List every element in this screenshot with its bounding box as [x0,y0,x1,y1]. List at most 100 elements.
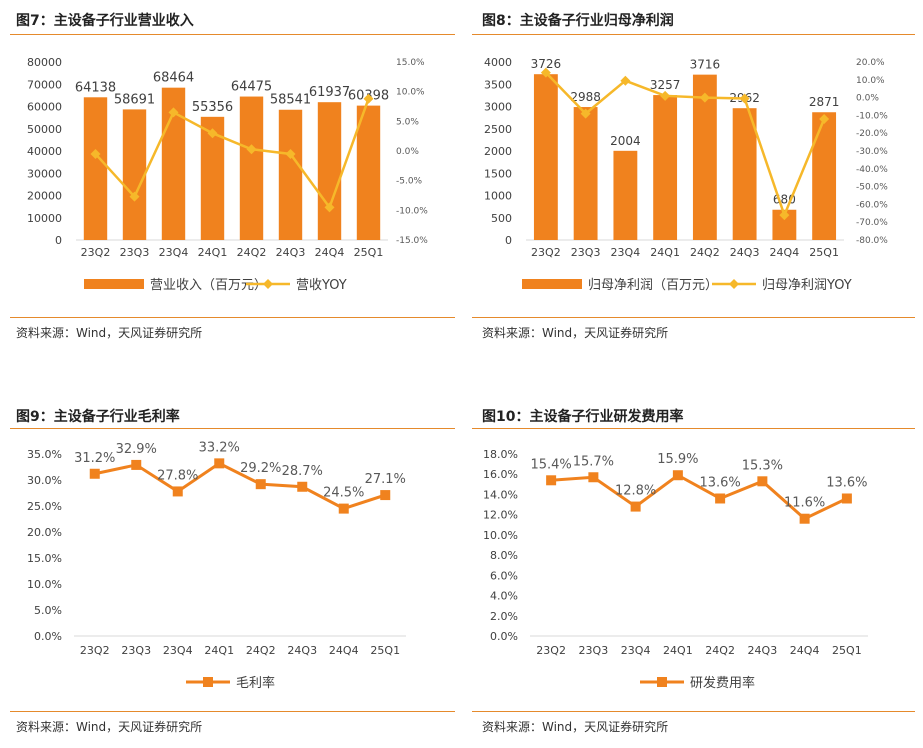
x-tick-label: 24Q1 [204,644,234,657]
yoy-point [779,210,790,221]
yoy-series-line [544,71,826,219]
data-label: 13.6% [826,475,867,490]
y2-tick-label: 10.0% [856,76,885,86]
data-point [172,486,183,497]
x-tick-label: 24Q3 [748,644,778,657]
data-point [255,479,266,490]
data-label: 28.7% [282,464,323,479]
yoy-point [620,75,631,86]
data-label: 15.7% [573,454,614,469]
data-point [546,475,557,486]
data-point [131,459,142,470]
data-point [214,458,225,469]
yoy-point [660,90,671,101]
y2-tick-label: -10.0% [396,206,428,216]
data-label: 12.8% [615,484,656,499]
figure-9-panel: 图9：主设备子行业毛利率 35.0% 30.0% 25.0% 20.0% 15.0% 10… [10,402,455,742]
figure-9-top-rule [10,428,455,429]
data-point [757,476,768,487]
bar [732,108,757,240]
y-tick-label: 0 [55,234,62,247]
y-tick-label: 10.0% [483,529,518,542]
x-tick-label: 24Q4 [790,644,820,657]
yoy-point [90,148,101,159]
figure-9-title: 图9：主设备子行业毛利率 [16,409,180,425]
y-tick-label: 0 [505,234,512,247]
bar [317,102,342,240]
bar-data-label: 64475 [231,80,272,95]
bar [573,107,598,240]
y-tick-label: 30.0% [27,474,62,487]
y-tick-label: 12.0% [483,509,518,522]
y2-tick-label: -80.0% [856,236,888,246]
data-point [89,468,100,479]
x-tick-label: 23Q3 [579,644,609,657]
figure-8-chart: 4000 3500 3000 2500 2000 1500 1000 500 0 20.0% 10.… [484,56,888,293]
figure-7-panel: 图7：主设备子行业营业收入 80000 70000 60000 50000 40000 3… [10,6,455,346]
data-point [672,470,683,481]
x-tick-label: 24Q3 [276,246,306,259]
y-tick-label: 15.0% [27,552,62,565]
y-tick-label: 10.0% [27,578,62,591]
y2-tick-label: 0.0% [856,94,879,104]
bar-data-label: 61937 [309,85,350,100]
x-tick-label: 24Q3 [287,644,317,657]
y-tick-label: 10000 [27,212,62,225]
x-tick-label: 24Q4 [315,246,345,259]
y2-tick-label: -50.0% [856,183,888,193]
y-tick-label: 6.0% [490,569,518,582]
y-tick-label: 8.0% [490,549,518,562]
bar-data-label: 3716 [690,58,721,72]
data-point [630,501,641,512]
legend-bar-swatch [522,279,582,289]
x-tick-label: 24Q1 [198,246,228,259]
y-tick-label: 3500 [484,78,512,91]
bar-data-label: 3257 [650,78,681,92]
legend-bar-label: 归母净利润（百万元） [588,278,718,293]
y2-tick-label: -60.0% [856,200,888,210]
x-tick-label: 24Q2 [246,644,276,657]
data-label: 15.3% [742,458,783,473]
y-tick-label: 35.0% [27,448,62,461]
y-tick-label: 4.0% [490,590,518,603]
y-tick-label: 4000 [484,56,512,69]
yoy-point [580,108,591,119]
y-tick-label: 2500 [484,123,512,136]
y2-tick-label: -15.0% [396,236,428,246]
figure-8-source: 资料来源：Wind，天风证券研究所 [482,326,669,340]
bar [812,112,837,240]
legend-label: 毛利率 [236,675,275,691]
y2-tick-label: 0.0% [396,147,419,157]
legend-bar-label: 营业收入（百万元） [150,278,267,293]
data-label: 11.6% [784,496,825,511]
bar [239,96,264,240]
figure-10-chart: 18.0% 16.0% 14.0% 12.0% 10.0% 8.0% 6.0% 4.0% 2.0… [483,448,868,691]
x-tick-label: 24Q4 [329,644,359,657]
y-tick-label: 60000 [27,101,62,114]
figure-10-source: 资料来源：Wind，天风证券研究所 [482,720,669,734]
y2-tick-label: 5.0% [396,117,419,127]
data-label: 13.6% [699,475,740,490]
y-tick-label: 16.0% [483,468,518,481]
y-tick-label: 14.0% [483,488,518,501]
yoy-point [324,202,335,213]
x-tick-label: 25Q1 [370,644,400,657]
yoy-point [699,92,710,103]
legend-marker [203,677,213,687]
figure-10-bottom-rule [472,711,915,712]
figure-10-top-rule [472,428,915,429]
bar [613,150,638,240]
yoy-point [540,67,551,78]
data-point [380,490,391,501]
y2-tick-label: -5.0% [396,177,423,187]
bar [772,209,797,240]
x-tick-label: 24Q2 [705,644,735,657]
yoy-point [168,107,179,118]
y-tick-label: 30000 [27,167,62,180]
bar [200,116,225,240]
data-point [799,513,810,524]
x-tick-label: 24Q1 [650,246,680,259]
x-tick-label: 24Q4 [770,246,800,259]
figure-8-panel: 图8：主设备子行业归母净利润 4000 3500 3000 2500 2000 1500 1… [472,6,917,346]
y-tick-label: 80000 [27,56,62,69]
